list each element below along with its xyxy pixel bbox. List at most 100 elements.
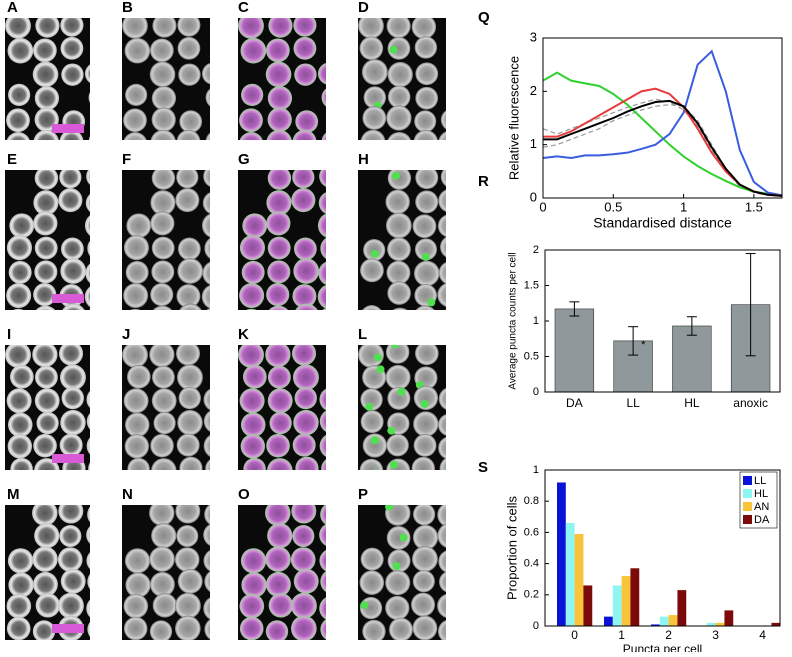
cell — [385, 189, 410, 215]
cell — [319, 170, 326, 187]
micrograph — [358, 505, 464, 652]
micrograph — [358, 18, 446, 140]
cell — [240, 434, 266, 459]
cell — [35, 593, 61, 618]
cell — [86, 552, 90, 570]
cell — [266, 433, 290, 458]
cell — [319, 550, 326, 572]
cell — [440, 110, 446, 130]
bar — [672, 325, 712, 393]
cell — [439, 640, 464, 652]
cell — [412, 570, 435, 593]
x-axis-label: Standardised distance — [593, 215, 732, 231]
cell — [317, 213, 326, 238]
cell — [290, 615, 317, 640]
cell — [36, 411, 59, 435]
cell — [265, 620, 289, 640]
cell — [204, 619, 210, 640]
cell — [318, 261, 326, 285]
cell — [59, 433, 83, 457]
micrograph — [122, 345, 210, 470]
cell — [124, 37, 151, 64]
micrograph — [238, 18, 326, 140]
cell — [149, 571, 175, 597]
cell — [60, 409, 86, 436]
cell — [177, 568, 203, 594]
cell — [203, 434, 210, 457]
panel-label: I — [7, 326, 11, 343]
line-series — [542, 71, 783, 197]
cell — [268, 305, 289, 310]
panel-label: P — [358, 486, 368, 503]
cell — [7, 412, 33, 438]
bar — [771, 622, 781, 626]
cell — [205, 132, 210, 140]
cell — [34, 523, 60, 549]
cell — [14, 639, 22, 640]
cell — [59, 129, 84, 140]
cell — [293, 568, 319, 594]
cell — [239, 388, 265, 414]
cell — [9, 364, 34, 389]
cell — [437, 283, 446, 307]
cell — [321, 88, 326, 107]
cell — [176, 129, 201, 140]
legend-label: AN — [754, 501, 769, 513]
cell — [415, 190, 439, 214]
cell — [86, 599, 90, 618]
y-tick-label: 0 — [530, 189, 537, 204]
cell — [88, 462, 90, 470]
panel-label: L — [358, 326, 367, 343]
bar — [565, 523, 575, 626]
bar — [651, 624, 660, 626]
cell — [7, 37, 34, 64]
cell — [151, 365, 175, 389]
cell — [414, 238, 438, 261]
cell — [362, 619, 386, 640]
cell — [204, 505, 210, 525]
cell — [247, 639, 255, 640]
cell — [177, 641, 200, 652]
cell — [152, 18, 177, 38]
cell — [125, 572, 151, 598]
cell — [34, 388, 60, 414]
cell — [413, 411, 439, 437]
cell — [130, 308, 141, 310]
cell — [177, 36, 201, 60]
cell — [89, 309, 90, 310]
cell — [87, 621, 90, 637]
cell — [203, 597, 210, 620]
cell — [175, 505, 201, 524]
cell — [358, 18, 384, 39]
bar — [715, 622, 725, 626]
cell — [387, 61, 413, 88]
cell — [292, 284, 317, 309]
cell — [123, 235, 150, 261]
cell — [293, 258, 320, 284]
cell — [60, 641, 83, 652]
cell — [179, 110, 203, 133]
cell — [5, 18, 31, 39]
cell — [360, 410, 384, 434]
cell — [7, 434, 33, 459]
scale-bar — [52, 454, 84, 463]
cell — [32, 345, 58, 368]
micrograph — [238, 170, 326, 310]
punctum — [392, 171, 401, 180]
punctum — [387, 426, 396, 435]
cell — [203, 170, 210, 187]
cell — [6, 235, 33, 261]
cell — [412, 214, 437, 239]
cell — [9, 213, 35, 239]
cell — [60, 18, 84, 37]
cell — [267, 458, 293, 470]
cell — [268, 593, 294, 618]
micrograph — [358, 170, 446, 310]
cell — [125, 83, 148, 106]
cell — [360, 547, 384, 571]
cell — [239, 593, 265, 619]
cell — [292, 525, 315, 548]
y-tick-label: 3 — [530, 29, 537, 44]
bar — [612, 585, 622, 626]
cell — [123, 282, 149, 309]
